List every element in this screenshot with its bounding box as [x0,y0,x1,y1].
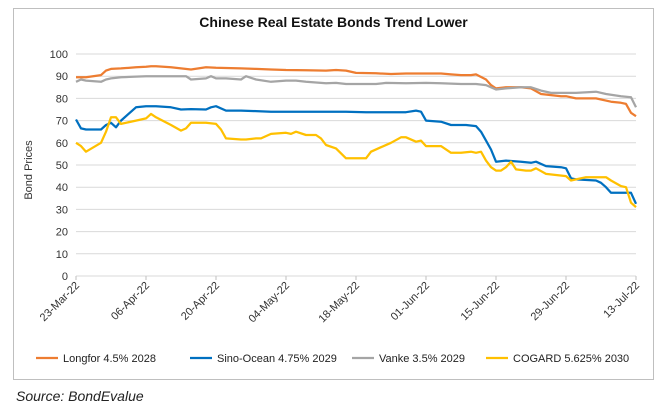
y-axis-label: Bond Prices [23,140,35,200]
x-tick-label: 29-Jun-22 [529,280,573,324]
series-line-4 [75,112,637,209]
y-tick-label: 80 [56,93,68,105]
legend: Longfor 4.5% 2028 Sino-Ocean 4.75% 2029 Va… [36,353,629,365]
chart-title: Chinese Real Estate Bonds Trend Lower [199,14,468,30]
y-axis: 0 10 20 30 40 50 60 70 80 90 100 [50,49,68,283]
series-line-2 [75,105,638,205]
x-tick-label: 04-May-22 [246,280,292,326]
x-tick-label: 13-Jul-22 [601,280,642,321]
legend-label: Longfor 4.5% 2028 [63,353,156,365]
y-tick-label: 30 [56,204,68,216]
series-lines [75,65,638,209]
x-tick-label: 01-Jun-22 [389,280,433,324]
x-tick-label: 20-Apr-22 [179,280,222,323]
series-line-3 [75,75,638,108]
line-chart: 0 10 20 30 40 50 60 70 80 90 100 23-Mar-22 06-Apr-2… [23,49,642,365]
y-tick-label: 0 [62,271,68,283]
y-tick-label: 100 [50,49,68,61]
gridlines [76,53,636,277]
y-tick-label: 90 [56,71,68,83]
legend-label: Sino-Ocean 4.75% 2029 [217,353,337,365]
y-tick-label: 70 [56,116,68,128]
source-note: Source: BondEvalue [16,388,144,404]
legend-label: COGARD 5.625% 2030 [513,353,629,365]
y-tick-label: 60 [56,138,68,150]
y-tick-label: 50 [56,160,68,172]
legend-label: Vanke 3.5% 2029 [379,353,465,365]
y-tick-label: 10 [56,249,68,261]
series-line-1 [76,65,637,118]
y-tick-label: 20 [56,227,68,239]
x-tick-label: 06-Apr-22 [109,280,152,323]
x-tick-label: 15-Jun-22 [459,280,503,324]
x-tick-label: 23-Mar-22 [38,280,82,324]
x-tick-label: 18-May-22 [316,280,362,326]
x-axis: 23-Mar-22 06-Apr-22 20-Apr-22 04-May-22 18-M… [38,276,642,325]
y-tick-label: 40 [56,182,68,194]
